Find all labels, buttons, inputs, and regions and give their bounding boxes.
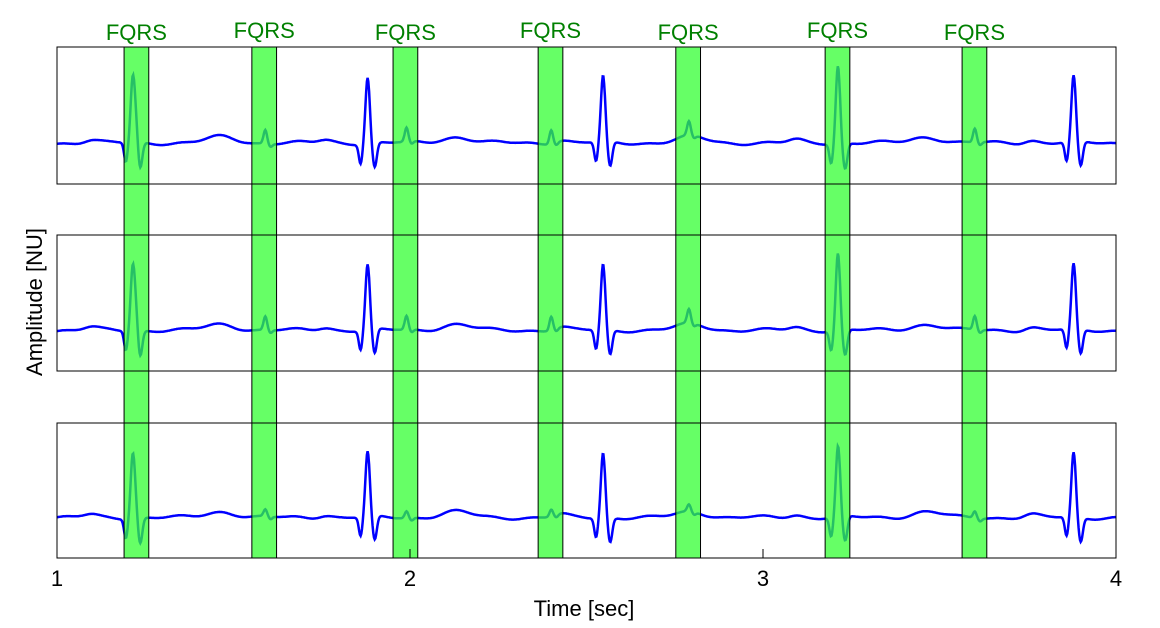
ecg-trace-3	[56, 441, 1117, 547]
fqrs-label: FQRS	[658, 20, 719, 45]
panel-frame-1	[56, 46, 1117, 185]
fqrs-band	[392, 46, 419, 559]
fqrs-band	[537, 46, 564, 559]
fqrs-label: FQRS	[944, 20, 1005, 45]
panel-background	[57, 423, 1116, 558]
fqrs-band	[123, 46, 150, 559]
fqrs-label: FQRS	[520, 18, 581, 43]
x-tick-label: 2	[404, 566, 416, 591]
panel-background	[57, 47, 1116, 184]
fqrs-label: FQRS	[234, 18, 295, 43]
ecg-trace-2	[56, 253, 1116, 359]
x-tick-label: 3	[757, 566, 769, 591]
panel-frame-2	[56, 234, 1117, 372]
fqrs-label: FQRS	[375, 20, 436, 45]
x-tick-label: 4	[1110, 566, 1122, 591]
panel-frame-3	[56, 422, 1117, 559]
y-axis-label: Amplitude [NU]	[22, 228, 47, 376]
ecg-trace-1	[57, 66, 1116, 171]
fqrs-band	[675, 46, 702, 559]
x-axis-label: Time [sec]	[534, 596, 635, 621]
fqrs-band	[251, 46, 278, 559]
fqrs-band	[961, 46, 988, 559]
panel-background	[57, 235, 1116, 371]
fqrs-label: FQRS	[807, 18, 868, 43]
fqrs-band	[824, 46, 851, 559]
fqrs-label: FQRS	[106, 20, 167, 45]
x-tick-label: 1	[51, 566, 63, 591]
